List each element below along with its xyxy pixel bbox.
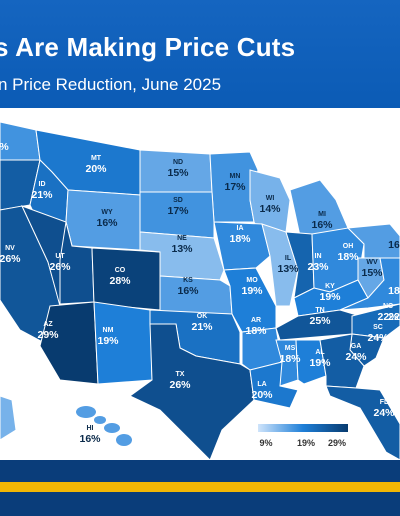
state-abbr-co: CO [115,267,126,274]
state-value-la: 20% [251,389,273,401]
state-value-ar: 18% [245,325,267,337]
state-abbr-fl: FL [380,399,389,406]
state-value-ut: 26% [49,261,71,273]
state-abbr-hi: HI [87,425,94,432]
state-value-ne: 13% [171,243,193,255]
edge-label-de_value: 22 [388,311,400,323]
state-value-il: 13% [277,263,299,275]
state-abbr-ky: KY [325,283,335,290]
legend-gradient-bar [258,424,348,432]
hawaii-island [76,406,96,418]
state-value-tx: 26% [169,379,191,391]
state-ga [319,333,365,389]
header: s Are Making Price Cuts n Price Reductio… [0,0,400,108]
legend-min-label: 9% [259,438,272,448]
state-value-nm: 19% [97,335,119,347]
state-la [249,361,299,409]
state-fl [325,385,400,460]
state-abbr-sc: SC [373,324,383,331]
state-value-sc: 24% [367,332,389,344]
state-abbr-id: ID [39,181,46,188]
state-abbr-nc: NC [383,303,393,310]
state-va [339,257,400,311]
state-value-id: 21% [31,189,53,201]
edge-label-wa_value: % [0,141,9,153]
state-abbr-wy: WY [101,209,113,216]
state-value-wv: 15% [361,267,383,279]
edge-label-pa_value: 16 [388,239,400,251]
state-value-wi: 14% [259,203,281,215]
state-value-nc: 22% [377,311,399,323]
state-abbr-wi: WI [266,195,275,202]
state-abbr-nm: NM [103,327,114,334]
state-value-tn: 25% [309,315,331,327]
state-value-co: 28% [109,275,131,287]
state-value-sd: 17% [167,205,189,217]
state-tx [129,323,255,460]
state-value-mt: 20% [85,163,107,175]
state-abbr-la: LA [257,381,266,388]
state-value-az: 29% [37,329,59,341]
state-value-nv: 26% [0,253,21,265]
state-value-nd: 15% [167,167,189,179]
state-value-oh: 18% [337,251,359,263]
state-abbr-ms: MS [285,345,296,352]
page-subtitle: n Price Reduction, June 2025 [0,75,222,94]
state-ak [0,395,17,441]
hawaii-island [116,434,132,446]
state-value-wy: 16% [96,217,118,229]
state-value-ia: 18% [229,233,251,245]
state-value-ok: 21% [191,321,213,333]
state-value-mi: 16% [311,219,333,231]
state-value-mo: 19% [241,285,263,297]
state-abbr-ks: KS [183,277,193,284]
state-abbr-ok: OK [197,313,208,320]
state-abbr-ar: AR [251,317,261,324]
state-value-fl: 24% [373,407,395,419]
state-abbr-mo: MO [246,277,258,284]
state-abbr-ia: IA [237,225,244,232]
footer-bar [0,460,400,516]
state-abbr-al: AL [315,349,325,356]
state-abbr-oh: OH [343,243,354,250]
state-value-ks: 16% [177,285,199,297]
state-value-al: 19% [309,357,331,369]
state-value-hi: 16% [79,433,101,445]
hawaii-island [104,423,120,433]
state-value-ga: 24% [345,351,367,363]
state-ia [213,221,271,271]
state-al [295,339,327,385]
state-abbr-az: AZ [43,321,53,328]
state-value-in: 23% [307,261,329,273]
state-az [39,301,99,385]
state-abbr-nd: ND [173,159,183,166]
state-wy [65,189,141,251]
state-abbr-mi: MI [318,211,326,218]
edge-label-va_value: 18 [388,285,400,297]
state-pa [346,223,400,259]
state-nc [351,303,400,339]
state-value-ky: 19% [319,291,341,303]
state-value-ms: 18% [279,353,301,365]
us-map-panel: MT 20% ND 15% MN 17% ID 21% WY 16% SD 17% WI 14% MI 16%… [0,108,400,460]
state-abbr-ga: GA [351,343,362,350]
hawaii-island [94,416,106,424]
state-abbr-wv: WV [366,259,378,266]
state-abbr-in: IN [315,253,322,260]
state-value-mn: 17% [224,181,246,193]
state-abbr-ut: UT [55,253,65,260]
state-abbr-sd: SD [173,197,183,204]
state-abbr-tx: TX [176,371,185,378]
state-abbr-ne: NE [177,235,187,242]
state-abbr-il: IL [285,255,292,262]
footer-stripe [0,482,400,492]
state-abbr-mt: MT [91,155,102,162]
state-abbr-nv: NV [5,245,15,252]
state-abbr-tn: TN [315,307,324,314]
legend-mid-label: 19% [297,438,315,448]
state-abbr-mn: MN [230,173,241,180]
page-title: s Are Making Price Cuts [0,32,296,62]
legend-max-label: 29% [328,438,346,448]
